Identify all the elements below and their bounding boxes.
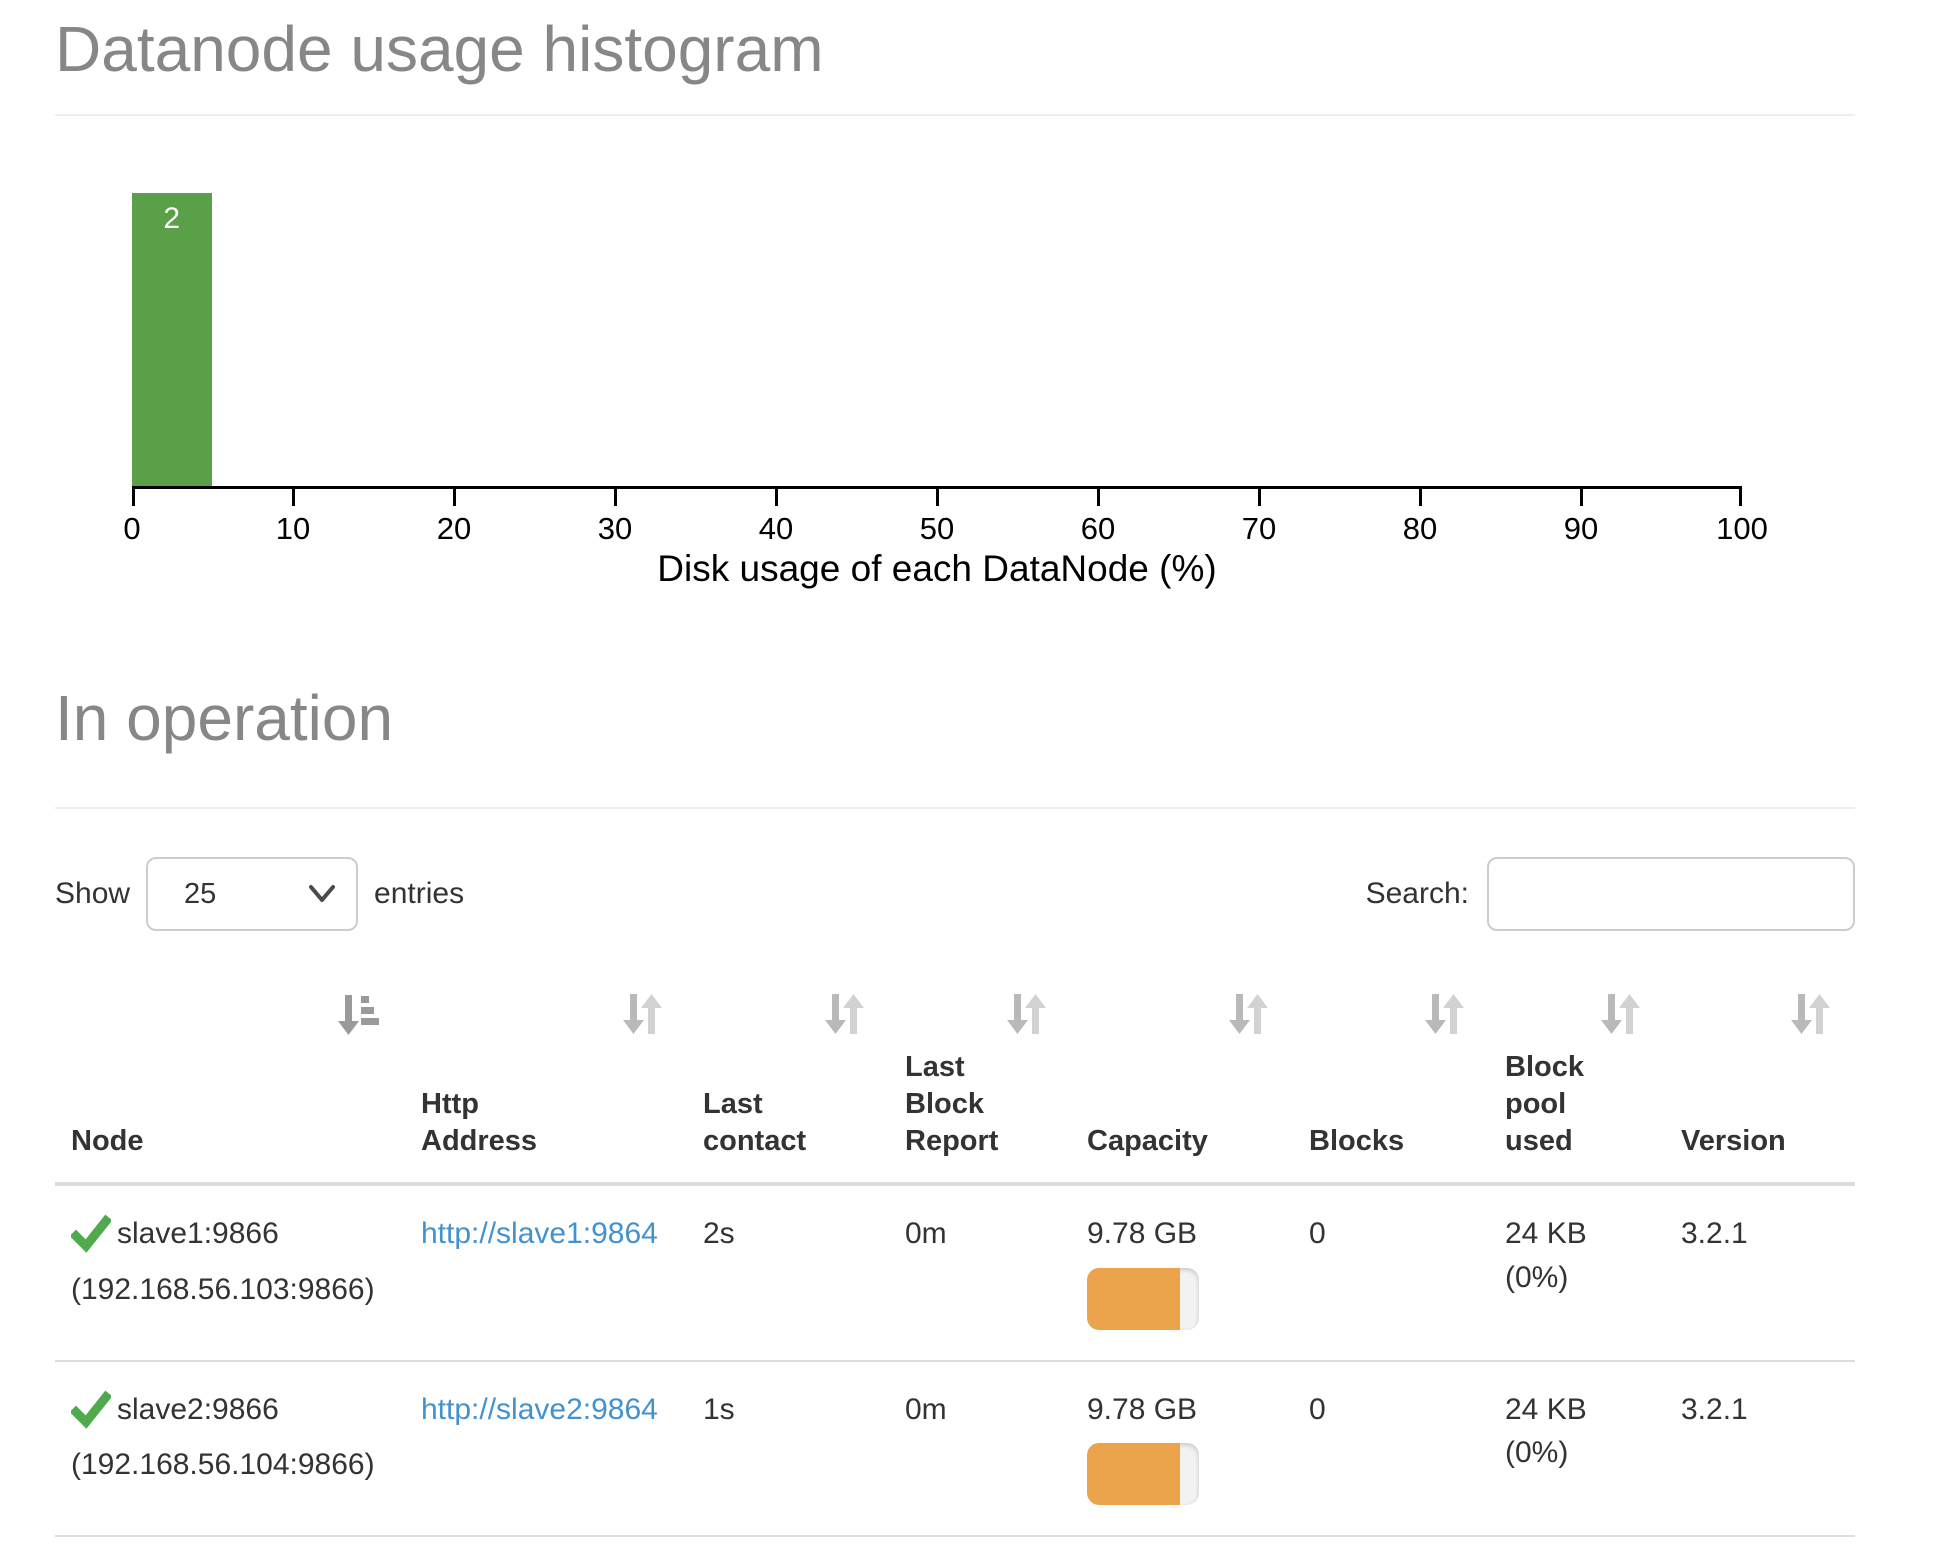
x-axis-tick (613, 489, 617, 506)
x-axis-tick-label: 90 (1563, 511, 1599, 546)
last-contact-cell: 1s (687, 1360, 889, 1538)
x-axis-tick (1739, 489, 1742, 506)
capacity-progress-bar (1087, 1267, 1199, 1330)
divider (55, 114, 1855, 116)
last-contact-cell: 2s (687, 1184, 889, 1362)
sort-both-icon[interactable] (1227, 991, 1269, 1037)
column-header-capacity[interactable]: Capacity (1071, 985, 1293, 1187)
x-axis-tick-label: 80 (1402, 511, 1438, 546)
page-title: Datanode usage histogram (55, 13, 824, 85)
block-pool-used-value: 24 KB (1505, 1392, 1587, 1426)
capacity-progress-fill (1087, 1267, 1180, 1330)
node-ip: (192.168.56.103:9866) (71, 1272, 375, 1306)
x-axis-tick (774, 489, 778, 506)
sort-both-icon[interactable] (823, 991, 865, 1037)
last-block-report-cell: 0m (889, 1184, 1071, 1362)
blocks-cell: 0 (1293, 1184, 1489, 1362)
node-cell: slave2:9866 (192.168.56.104:9866) (55, 1360, 405, 1538)
x-axis-tick-label: 30 (597, 511, 633, 546)
last-block-report-cell: 0m (889, 1360, 1071, 1538)
capacity-progress-fill (1087, 1443, 1180, 1506)
datanodes-table: Node Http Address (55, 985, 1855, 1538)
block-pool-used-pct: (0%) (1505, 1436, 1569, 1470)
sort-both-icon[interactable] (1599, 991, 1641, 1037)
block-pool-used-pct: (0%) (1505, 1260, 1569, 1294)
column-header-blocks[interactable]: Blocks (1293, 985, 1489, 1187)
sort-amount-asc-icon[interactable] (335, 991, 381, 1037)
http-address-cell: http://slave2:9864 (405, 1360, 687, 1538)
column-header-version[interactable]: Version (1665, 985, 1855, 1187)
version-cell: 3.2.1 (1665, 1184, 1855, 1362)
sort-both-icon[interactable] (1005, 991, 1047, 1037)
x-axis-line (132, 486, 1742, 489)
node-name: slave2:9866 (117, 1392, 279, 1426)
histogram-plot-area: Disk usage of each DataNode (%) 2 0 10 20 30… (123, 116, 1768, 589)
table-header-row: Node Http Address (55, 985, 1855, 1187)
sort-both-icon[interactable] (1423, 991, 1465, 1037)
x-axis-tick (1418, 489, 1422, 506)
show-label: Show (55, 877, 131, 910)
http-address-cell: http://slave1:9864 (405, 1184, 687, 1362)
search-input[interactable] (1487, 857, 1855, 931)
x-axis-tick-label: 20 (436, 511, 472, 546)
table-row: slave1:9866 (192.168.56.103:9866) http:/… (55, 1184, 1855, 1362)
table-row: slave2:9866 (192.168.56.104:9866) http:/… (55, 1360, 1855, 1538)
column-header-http-address[interactable]: Http Address (405, 985, 687, 1187)
column-header-node[interactable]: Node (55, 985, 405, 1187)
histogram-bar: 2 (132, 193, 212, 486)
x-axis-tick-label: 70 (1241, 511, 1277, 546)
x-axis-tick-label: 60 (1080, 511, 1116, 546)
x-axis-tick (1579, 489, 1583, 506)
column-header-last-block-report[interactable]: Last Block Report (889, 985, 1071, 1187)
section-title-in-operation: In operation (55, 682, 394, 754)
http-address-link[interactable]: http://slave1:9864 (421, 1217, 658, 1251)
x-axis-tick (132, 489, 135, 506)
x-axis-tick (1096, 489, 1100, 506)
block-pool-used-value: 24 KB (1505, 1217, 1587, 1251)
capacity-cell: 9.78 GB (1071, 1360, 1293, 1538)
datanode-in-service-icon (69, 1214, 113, 1254)
search-label: Search: (1365, 877, 1469, 910)
block-pool-used-cell: 24 KB (0%) (1489, 1184, 1665, 1362)
http-address-link[interactable]: http://slave2:9864 (421, 1392, 658, 1426)
node-cell: slave1:9866 (192.168.56.103:9866) (55, 1184, 405, 1362)
node-name: slave1:9866 (117, 1217, 279, 1251)
block-pool-used-cell: 24 KB (0%) (1489, 1360, 1665, 1538)
blocks-cell: 0 (1293, 1360, 1489, 1538)
column-header-last-contact[interactable]: Last contact (687, 985, 889, 1187)
capacity-cell: 9.78 GB (1071, 1184, 1293, 1362)
x-axis-tick (291, 489, 295, 506)
x-axis-tick (1257, 489, 1261, 506)
x-axis-tick (935, 489, 939, 506)
datanode-usage-histogram: Disk usage of each DataNode (%) 2 0 10 20 30… (55, 116, 1855, 589)
column-header-block-pool-used[interactable]: Block pool used (1489, 985, 1665, 1187)
datanode-in-service-icon (69, 1390, 113, 1430)
x-axis-tick-label: 0 (123, 511, 141, 546)
capacity-value: 9.78 GB (1087, 1217, 1198, 1251)
x-axis-tick-label: 100 (1716, 511, 1768, 546)
capacity-value: 9.78 GB (1087, 1392, 1198, 1426)
page-size-select[interactable]: 25 (146, 857, 359, 931)
x-axis-tick-label: 40 (758, 511, 794, 546)
capacity-progress-bar (1087, 1443, 1199, 1506)
table-controls: Show 25 entries Search: (55, 857, 1855, 931)
divider (55, 807, 1855, 809)
sort-both-icon[interactable] (621, 991, 663, 1037)
node-ip: (192.168.56.104:9866) (71, 1448, 375, 1482)
entries-label: entries (374, 877, 465, 910)
version-cell: 3.2.1 (1665, 1360, 1855, 1538)
x-axis-tick-label: 50 (919, 511, 955, 546)
sort-both-icon[interactable] (1789, 991, 1831, 1037)
x-axis-tick-label: 10 (275, 511, 311, 546)
x-axis-label: Disk usage of each DataNode (%) (657, 548, 1217, 589)
x-axis-tick (452, 489, 456, 506)
